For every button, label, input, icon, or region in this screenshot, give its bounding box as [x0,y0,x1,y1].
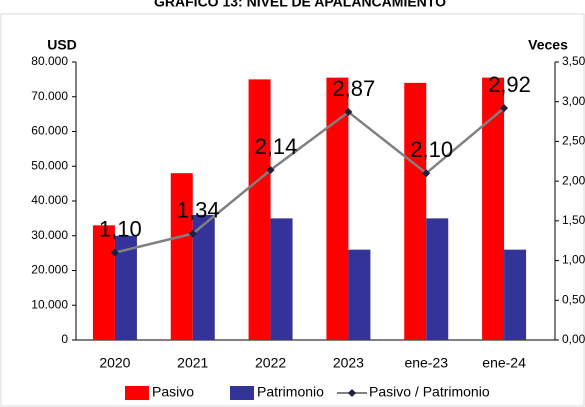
x-tick-label: 2021 [177,355,208,371]
data-label: 2,14 [255,134,298,159]
y2-tick-label: 2,50 [562,134,585,148]
bar [270,218,293,340]
x-tick-label: 2020 [99,355,130,371]
y-tick-label: 40.000 [31,193,68,207]
y2-axis-title: Veces [528,37,568,53]
line [114,107,505,254]
y-tick-label: 80.000 [31,54,68,68]
data-label: 2,87 [332,76,375,101]
marker [422,169,431,178]
marker [110,248,119,257]
legend-swatch [125,386,149,400]
marker [188,229,197,238]
legend-label: Pasivo / Patrimonio [369,384,490,400]
y-tick-label: 10.000 [31,297,68,311]
legend-swatch [230,386,254,400]
legend-label: Pasivo [152,384,194,400]
y2-tick-label: 1,00 [562,253,585,267]
data-label: 1,34 [177,197,220,222]
x-tick-label: 2022 [255,355,286,371]
bar [248,79,271,340]
y2-tick-label: 1,50 [562,213,585,227]
x-tick-label: 2023 [333,355,364,371]
y-tick-label: 30.000 [31,228,68,242]
y2-tick-label: 3,00 [562,94,585,108]
legend-label: Patrimonio [257,384,324,400]
bar [170,173,193,340]
y-tick-label: 50.000 [31,158,68,172]
y-tick-label: 20.000 [31,263,68,277]
marker [344,108,353,117]
marker [266,166,275,175]
bar [192,214,215,340]
bar [426,218,449,340]
legend-marker [348,389,356,397]
y-axis-title: USD [47,37,77,53]
y2-tick-label: 2,00 [562,173,585,187]
bar [92,225,115,340]
bar [114,235,137,340]
y2-tick-label: 3,50 [562,54,585,68]
x-tick-label: ene-23 [404,355,448,371]
bar [404,82,427,340]
chart-title: GRÁFICO 13: NIVEL DE APALANCAMIENTO [154,0,446,10]
y2-tick-label: 0,00 [562,332,585,346]
marker [500,104,509,113]
y-tick-label: 70.000 [31,89,68,103]
bar [348,249,371,340]
bar [504,249,527,340]
data-label: 1,10 [99,216,142,241]
chart-border [0,13,585,407]
x-tick-label: ene-24 [482,355,526,371]
bar [326,77,349,340]
y2-tick-label: 0,50 [562,292,585,306]
y-tick-label: 60.000 [31,124,68,138]
data-label: 2,10 [410,137,453,162]
y-tick-label: 0 [61,332,68,346]
bar [482,77,505,340]
data-label: 2,92 [488,72,531,97]
